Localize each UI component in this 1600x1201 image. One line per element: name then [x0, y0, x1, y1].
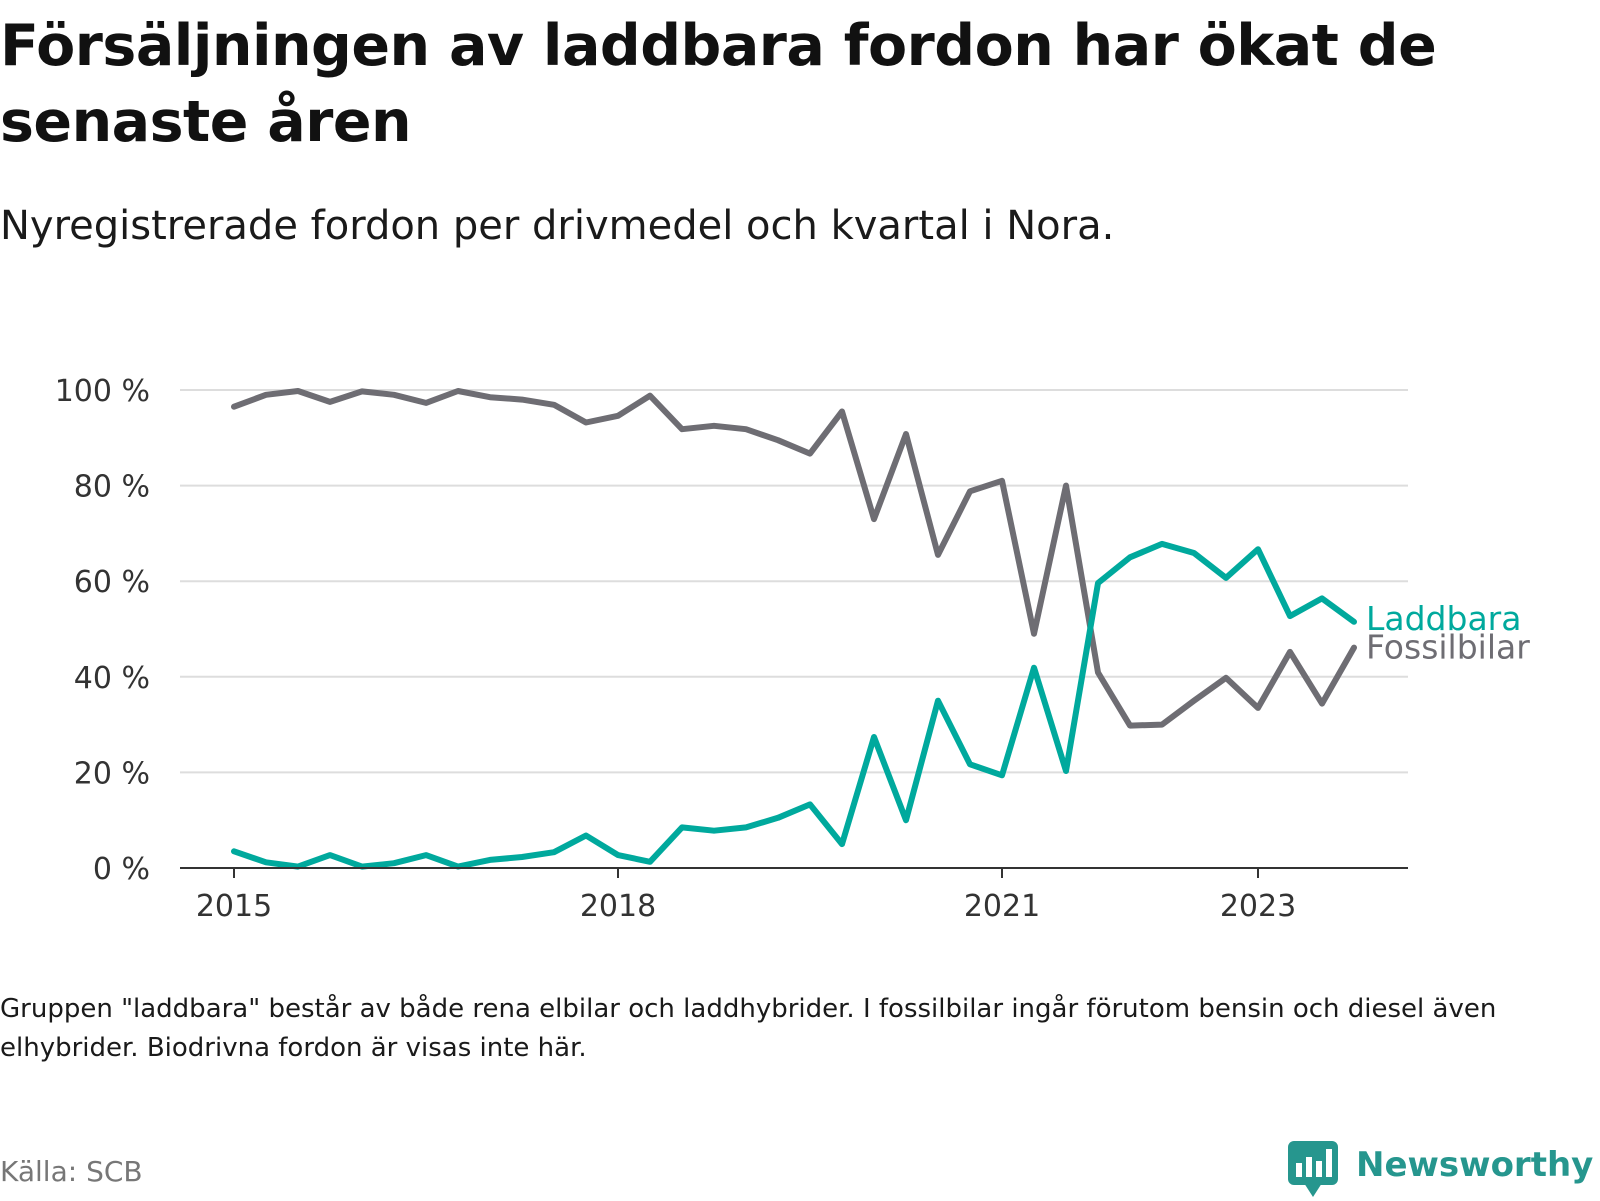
series-lines [231, 388, 1357, 870]
y-tick-label: 60 % [74, 565, 150, 600]
newsworthy-logo-icon [1288, 1141, 1338, 1197]
brand-name: Newsworthy [1356, 1145, 1594, 1185]
x-tick-label: 2018 [580, 889, 656, 924]
end-label-laddbara: Laddbara [1366, 599, 1521, 638]
y-axis-tick-labels: 0 % 20 % 40 % 60 % 80 % 100 % [55, 374, 150, 887]
y-tick-label: 100 % [55, 374, 150, 409]
y-tick-label: 0 % [93, 852, 150, 887]
series-line-laddbara [231, 540, 1357, 870]
y-tick-label: 80 % [74, 470, 150, 505]
chart-title: Försäljningen av laddbara fordon har öka… [0, 13, 1437, 155]
y-gridlines [180, 389, 1408, 774]
x-tick-label: 2023 [1220, 889, 1296, 924]
line-chart: 0 % 20 % 40 % 60 % 80 % 100 % 2015 2018 2021 202… [55, 374, 1531, 924]
series-line-fossilbilar [231, 388, 1357, 729]
y-tick-label: 20 % [74, 756, 150, 791]
x-tick-label: 2021 [964, 889, 1040, 924]
y-tick-label: 40 % [74, 661, 150, 696]
x-tick-label: 2015 [196, 889, 272, 924]
chart-footnote: Gruppen "laddbara" består av både rena e… [0, 994, 1497, 1063]
end-label-fossilbilar: Fossilbilar [1366, 628, 1530, 667]
chart-subtitle: Nyregistrerade fordon per drivmedel och … [0, 203, 1115, 249]
source-note: Källa: SCB [0, 1155, 143, 1188]
x-axis: 2015 2018 2021 2023 [180, 867, 1408, 924]
